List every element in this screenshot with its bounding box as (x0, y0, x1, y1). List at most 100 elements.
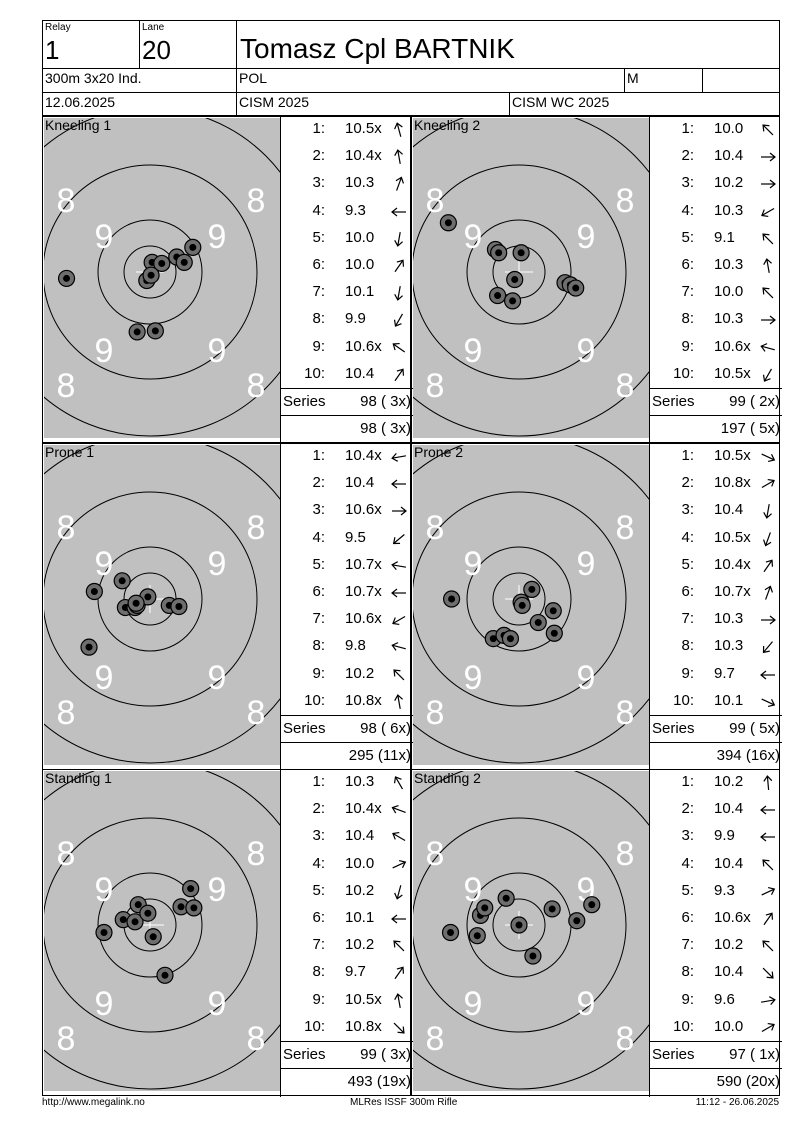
shot-number: 5: (312, 228, 325, 246)
shot-row: 5: 10.2 (281, 879, 413, 906)
arrow-head (395, 176, 405, 185)
arrow-shaft (394, 259, 404, 273)
shot-score: 10.1 (345, 909, 375, 926)
arrow-head (394, 892, 403, 900)
shot-row: 1: 10.2 (650, 770, 782, 797)
arrow-head (393, 668, 401, 677)
arrow-shaft (393, 669, 405, 680)
arrow-shaft (392, 833, 406, 842)
ring-number: 8 (57, 367, 76, 405)
shot-row: 4: 9.3 (281, 199, 413, 226)
arrow-up-right-icon (761, 479, 775, 489)
shot-hole-center (63, 274, 71, 282)
shot-score: 10.6x (714, 909, 751, 926)
shot-number: 2: (312, 474, 325, 492)
competition-box: CISM 2025 (236, 92, 510, 116)
shot-number: 4: (681, 528, 694, 546)
arrow-up-icon (394, 693, 403, 709)
arrow-up-right-icon (764, 585, 774, 600)
shot-score: 10.0 (714, 120, 744, 137)
ring (97, 872, 203, 978)
shot-row: 1: 10.5x (650, 444, 782, 471)
arrow-shaft (766, 775, 770, 791)
footer-website[interactable]: http://www.megalink.no (42, 1097, 145, 1108)
arrow-head (762, 940, 770, 948)
arrow-glyph (761, 453, 776, 463)
arrow-glyph (761, 152, 776, 162)
shot-row: 5: 10.7x (281, 553, 413, 580)
shot-hole-center (151, 327, 159, 335)
shot-number: 5: (312, 555, 325, 573)
shot-score: 10.2 (714, 936, 744, 954)
shot-hole-center (473, 932, 481, 940)
shot-row: 9: 9.7 (650, 662, 782, 689)
shot-number: 1: (681, 120, 694, 137)
shot-score: 10.4 (714, 963, 744, 981)
arrow-glyph (394, 884, 403, 900)
total-row: 295 (11x) (281, 742, 413, 769)
arrow-up-left-icon (393, 776, 404, 790)
shot-hole-center (548, 905, 556, 913)
series-row: Series 99 ( 2x) (650, 388, 782, 416)
cumulative-total: 590 (20x) (716, 1073, 780, 1090)
arrow-up-right-icon (761, 1022, 775, 1032)
total-row: 197 ( 5x) (650, 415, 782, 442)
arrow-down-icon (763, 504, 772, 520)
ring (44, 771, 280, 1090)
shot-row: 3: 10.6x (281, 498, 413, 525)
arrow-head (762, 287, 770, 295)
arrow-up-right-icon (763, 912, 774, 926)
arrow-shaft (762, 940, 774, 952)
arrow-shaft (765, 586, 771, 600)
shot-score: 10.8x (345, 691, 382, 709)
arrow-shaft (394, 314, 404, 327)
target-face: 8 8 8 8 9 9 9 9 Prone 2 (413, 445, 649, 765)
ring-number: 8 (247, 367, 266, 405)
arrow-glyph (393, 940, 405, 952)
ring-number: 9 (95, 218, 114, 256)
ring-number: 9 (208, 659, 227, 697)
ring-number: 8 (247, 509, 266, 547)
shot-hole-center (549, 607, 557, 615)
arrow-head (767, 1022, 775, 1031)
arrow-shaft (393, 533, 405, 544)
ring-number: 9 (95, 985, 114, 1023)
shot-row: 2: 10.4x (281, 797, 413, 824)
shot-row: 7: 10.2 (650, 933, 782, 960)
shot-score: 10.5x (714, 447, 751, 464)
arrow-up-icon (394, 149, 403, 165)
ring (413, 445, 649, 764)
shot-row: 3: 9.9 (650, 824, 782, 851)
ring-number: 8 (426, 694, 445, 732)
shot-hole-center (494, 292, 502, 300)
target-title: Kneeling 2 (414, 118, 481, 133)
arrow-head (761, 208, 769, 217)
arrow-up-right-icon (761, 886, 776, 896)
arrow-up-right-icon (394, 966, 405, 980)
arrow-head (766, 971, 774, 980)
shot-score: 9.9 (345, 310, 366, 328)
arrow-glyph (392, 342, 406, 353)
ring-number: 9 (95, 332, 114, 370)
shot-score: 9.3 (345, 201, 366, 219)
name-box: Tomasz Cpl BARTNIK (236, 20, 780, 69)
arrow-shaft (396, 177, 402, 192)
target-face: 8 8 8 8 9 9 9 9 Standing 2 (413, 771, 649, 1091)
shot-hole-center (502, 894, 510, 902)
shot-hole-center (118, 577, 126, 585)
footer-software: MLRes ISSF 300m Rifle (350, 1097, 458, 1108)
arrow-down-icon (394, 884, 403, 900)
shot-row: 5: 9.1 (650, 226, 782, 253)
arrow-head (762, 858, 770, 867)
shot-hole-center (131, 918, 139, 926)
shot-row: 7: 10.2 (281, 933, 413, 960)
event-box: 300m 3x20 Ind. (42, 68, 237, 93)
ring-number: 8 (426, 835, 445, 873)
shot-score: 10.7x (345, 583, 382, 600)
shot-row: 8: 9.9 (281, 307, 413, 334)
arrow-shaft (392, 644, 406, 650)
shot-score: 9.7 (345, 963, 366, 981)
shot-number: 1: (312, 120, 325, 137)
shot-number: 5: (681, 228, 694, 246)
shot-number: 3: (681, 827, 694, 845)
